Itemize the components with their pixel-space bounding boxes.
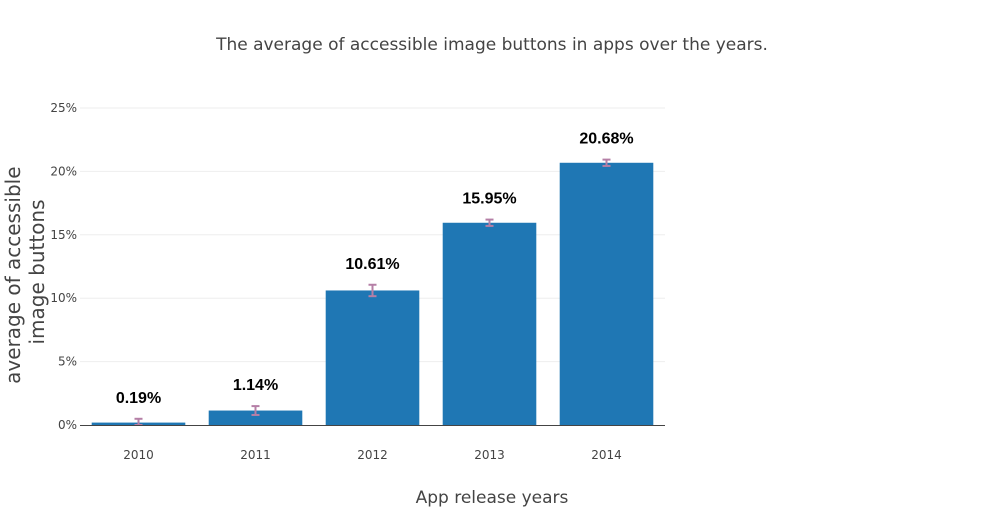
data-label: 20.68%: [579, 131, 633, 148]
x-tick-label: 2014: [591, 448, 622, 462]
y-axis-ticks: 0% 5% 10% 15% 20% 25%: [50, 101, 77, 432]
error-bar: [368, 283, 377, 298]
y-tick-label: 20%: [50, 164, 77, 178]
y-axis-title-line-1: average of accessible: [1, 166, 25, 383]
error-bar: [251, 405, 260, 416]
data-label: 10.61%: [345, 256, 399, 273]
value-labels: 0.19% 1.14% 10.61% 15.95% 20.68%: [116, 131, 634, 407]
error-bar: [602, 158, 611, 167]
error-bar: [134, 417, 143, 426]
data-label: 0.19%: [116, 390, 161, 407]
error-bar: [485, 218, 494, 227]
data-label: 15.95%: [462, 191, 516, 208]
bar-2011: [208, 410, 303, 425]
x-tick-label: 2013: [474, 448, 505, 462]
y-tick-label: 5%: [58, 355, 77, 369]
x-tick-label: 2011: [240, 448, 271, 462]
y-axis-title-line-2: image buttons: [25, 199, 49, 344]
y-axis-title: average of accessible image buttons: [1, 160, 49, 384]
error-bars: [134, 158, 611, 426]
x-axis-title: App release years: [416, 488, 569, 508]
bar-2013: [442, 222, 537, 425]
x-axis-ticks: 2010 2011 2012 2013 2014: [123, 448, 622, 462]
x-tick-label: 2012: [357, 448, 388, 462]
y-tick-label: 15%: [50, 228, 77, 242]
y-tick-label: 25%: [50, 101, 77, 115]
y-tick-label: 0%: [58, 418, 77, 432]
data-label: 1.14%: [233, 377, 278, 394]
bar-2014: [559, 162, 654, 426]
chart-title: The average of accessible image buttons …: [215, 35, 768, 55]
bar-2012: [325, 290, 420, 425]
x-tick-label: 2010: [123, 448, 154, 462]
y-tick-label: 10%: [50, 291, 77, 305]
